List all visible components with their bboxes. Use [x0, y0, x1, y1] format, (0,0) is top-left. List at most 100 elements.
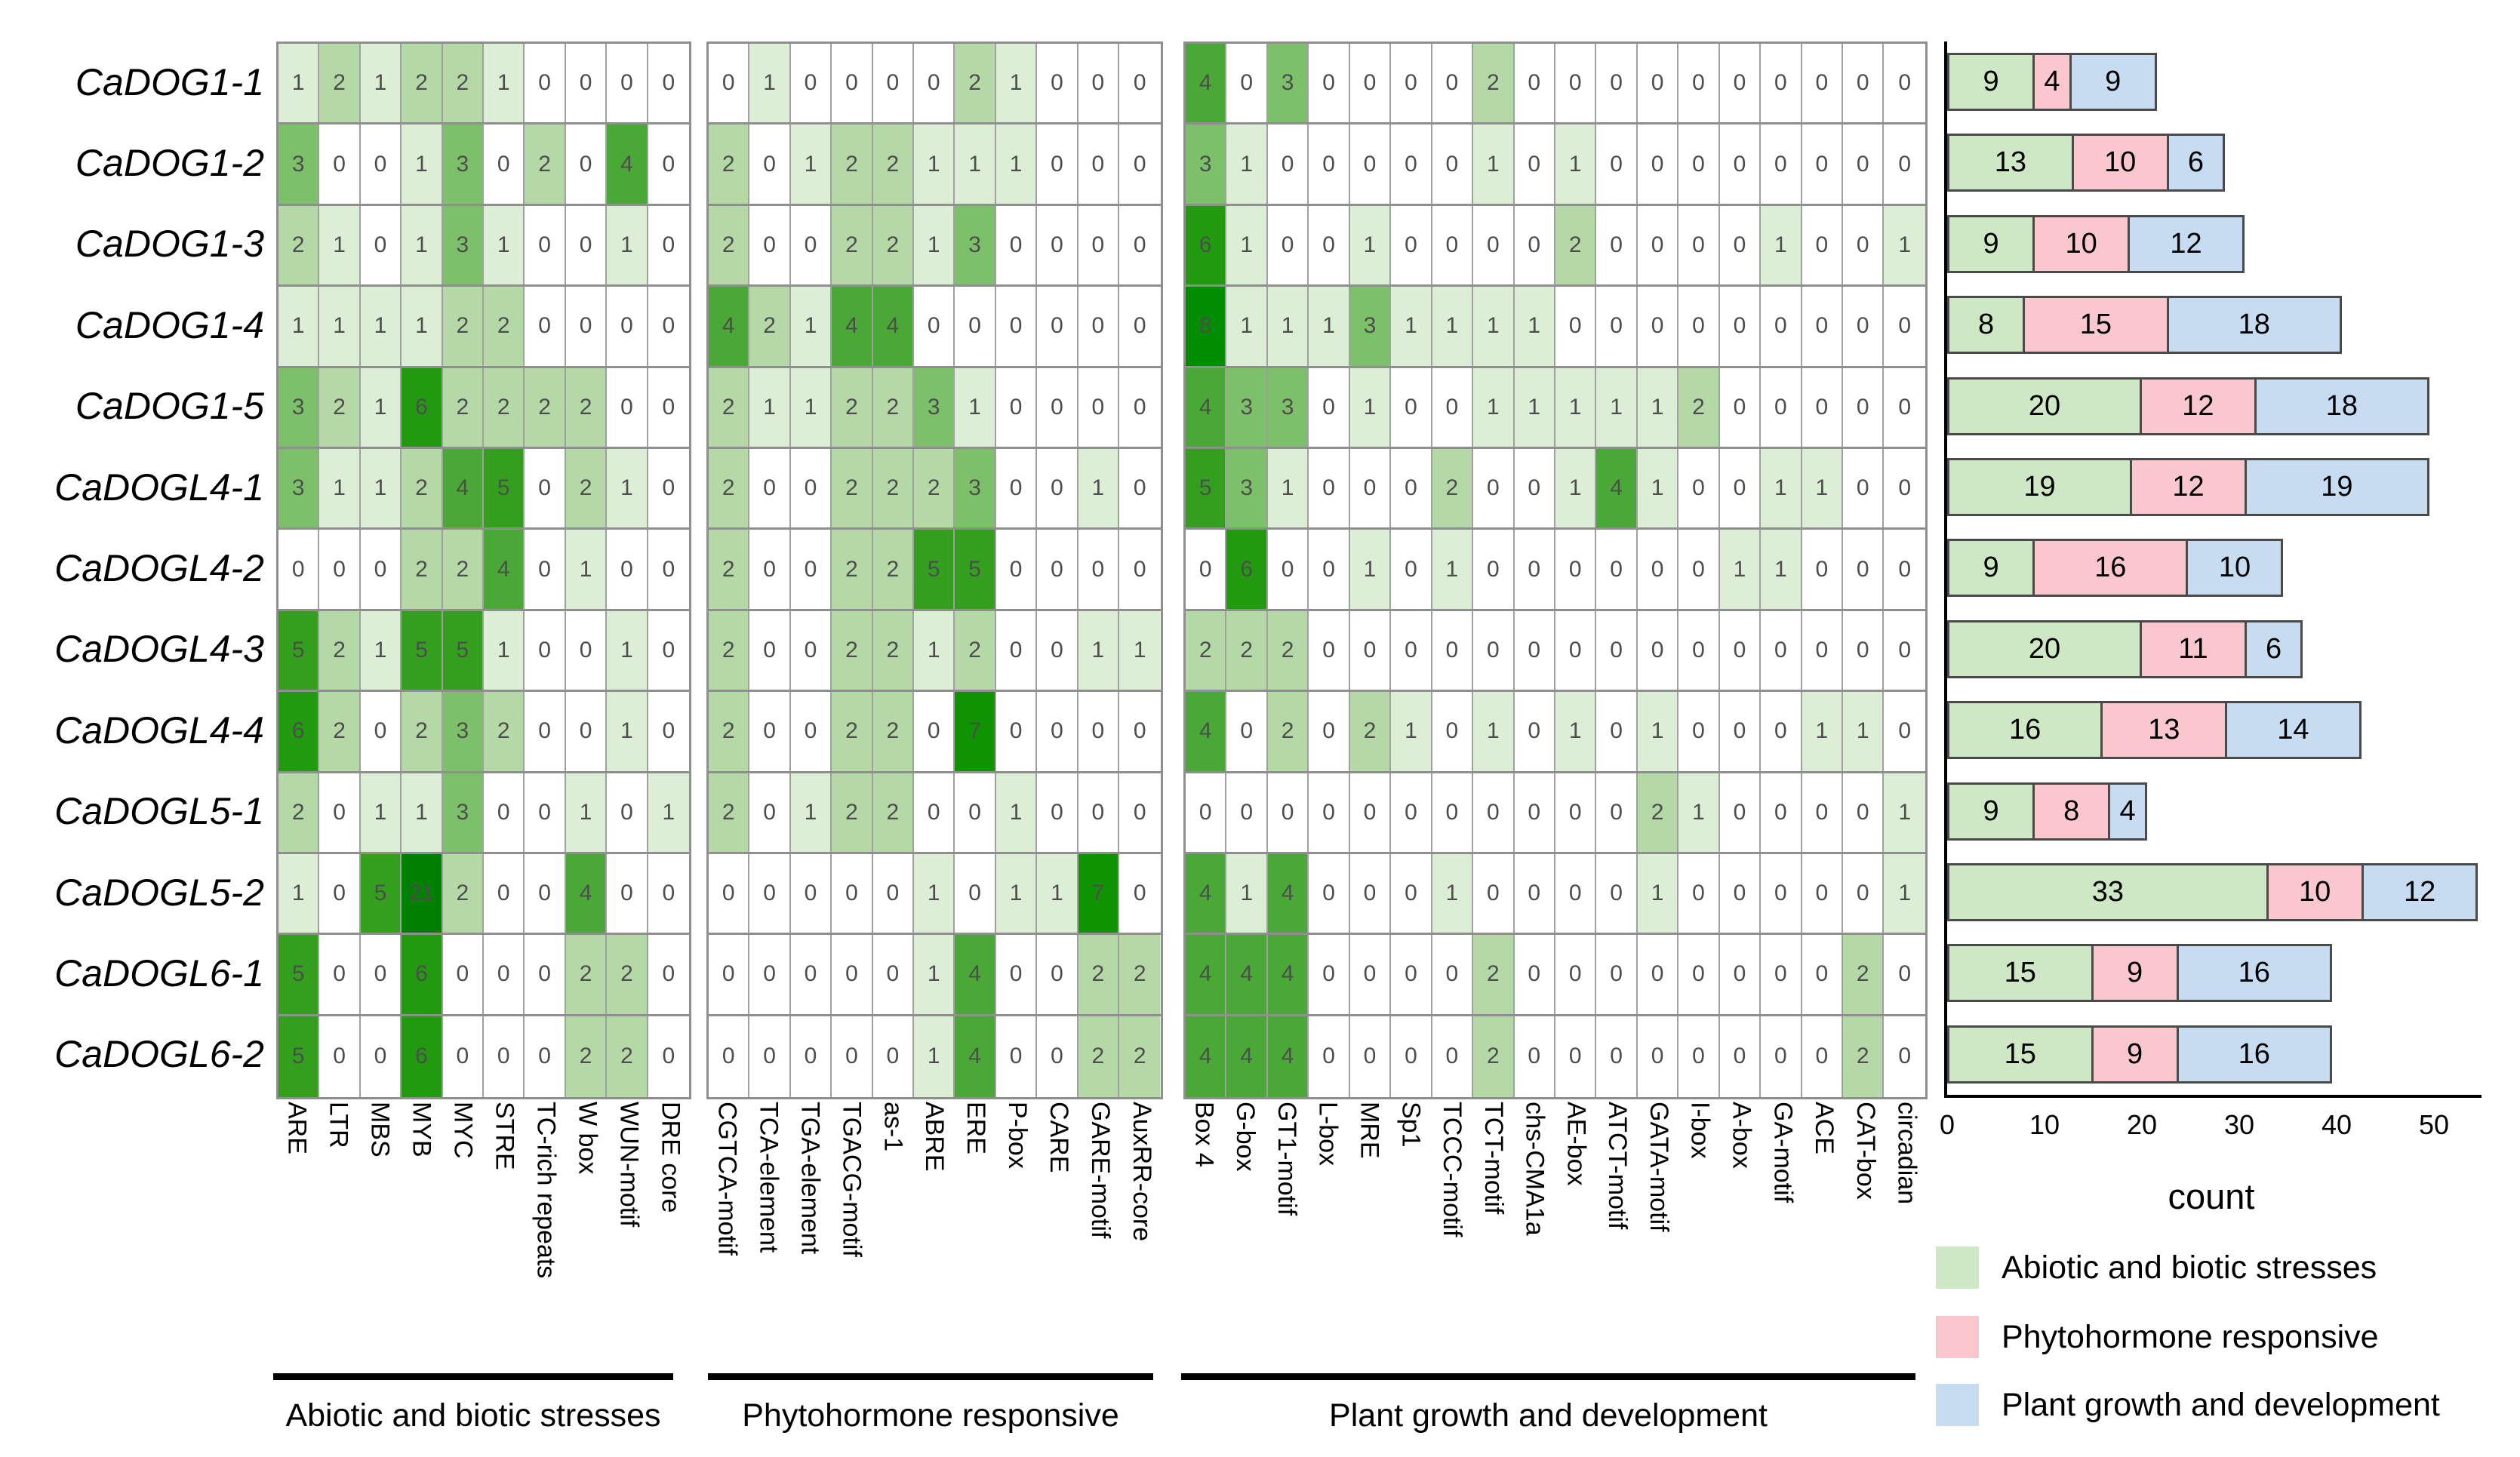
heatmap-cell: 0	[648, 530, 690, 609]
heatmap-cell: 0	[484, 773, 525, 852]
heatmap-cell: 2	[832, 692, 873, 771]
x-axis-title: count	[2168, 1176, 2255, 1216]
bar-segment: 33	[1947, 863, 2269, 921]
x-axis-tick-label: 30	[2223, 1109, 2255, 1140]
bar-row: 9 16 10	[1947, 539, 2284, 598]
heatmap-cell: 2	[955, 610, 996, 690]
heatmap-cell: 0	[1802, 853, 1843, 933]
heatmap-cell: 1	[1078, 610, 1120, 690]
heatmap-cell: 0	[1349, 773, 1392, 852]
heatmap-cell: 0	[1119, 773, 1161, 852]
legend-label: Plant growth and development	[2002, 1386, 2440, 1423]
heatmap-cell: 0	[319, 935, 361, 1014]
heatmap-cell: 6	[402, 367, 443, 447]
group-label: Abiotic and biotic stresses	[285, 1397, 661, 1434]
heatmap-cell: 0	[525, 935, 566, 1014]
heatmap-cell: 0	[1391, 1016, 1432, 1098]
heatmap-cell: 0	[1432, 367, 1474, 447]
heatmap-cell: 0	[1843, 610, 1885, 690]
heatmap-cell: 1	[1037, 853, 1078, 933]
heatmap-cell: 0	[1514, 124, 1555, 204]
heatmap-cell: 2	[1119, 935, 1161, 1014]
heatmap-cell: 0	[1678, 287, 1720, 366]
heatmap-cell: 0	[648, 853, 690, 933]
heatmap-cell: 0	[1226, 44, 1268, 123]
heatmap-cell: 0	[1637, 124, 1679, 204]
heatmap-cell: 0	[1309, 692, 1350, 771]
heatmap-cell: 1	[1226, 124, 1268, 204]
heatmap-cell: 0	[1637, 530, 1679, 609]
heatmap-cell: 0	[1884, 935, 1925, 1014]
heatmap-cell: 4	[1596, 448, 1638, 528]
column-label: G-box	[1231, 1102, 1260, 1172]
heatmap-cell: 0	[319, 530, 361, 609]
heatmap-cell: 0	[914, 44, 955, 123]
heatmap-cell: 5	[278, 1016, 320, 1098]
heatmap-cell: 0	[319, 124, 361, 204]
heatmap-cell: 0	[790, 205, 832, 285]
heatmap-cell: 0	[995, 530, 1038, 609]
heatmap-cell: 0	[1802, 205, 1843, 285]
heatmap-cell: 0	[1719, 610, 1762, 690]
heatmap-cell: 0	[832, 44, 873, 123]
column-label: chs-CMA1a	[1520, 1102, 1549, 1236]
heatmap-cell: 0	[1802, 1016, 1843, 1098]
bar-segment: 20	[1947, 619, 2142, 678]
heatmap-cell: 0	[1884, 124, 1925, 204]
heatmap-cell: 0	[1309, 124, 1350, 204]
heatmap-cell: 1	[749, 367, 791, 447]
bar-row: 20 12 18	[1947, 377, 2429, 435]
column-label: I-box	[1685, 1102, 1715, 1159]
heatmap-cell: 1	[749, 44, 791, 123]
heatmap-cell: 1	[565, 530, 608, 609]
heatmap-cell: 3	[278, 448, 320, 528]
heatmap-cell: 2	[565, 935, 608, 1014]
heatmap-cell: 1	[790, 367, 832, 447]
bar-row: 8 15 18	[1947, 296, 2342, 355]
heatmap-cell: 2	[832, 205, 873, 285]
heatmap-cell: 0	[1555, 287, 1597, 366]
heatmap-cell: 2	[565, 367, 608, 447]
heatmap-cell: 2	[1226, 610, 1268, 690]
heatmap-cell: 0	[1761, 287, 1802, 366]
heatmap-cell: 4	[1226, 1016, 1268, 1098]
heatmap-cell: 0	[1637, 205, 1679, 285]
heatmap-cell: 0	[648, 448, 690, 528]
heatmap-cell: 0	[565, 44, 608, 123]
bar-segment: 8	[2032, 782, 2111, 841]
heatmap-cell: 1	[360, 773, 402, 852]
heatmap-cell: 0	[1761, 124, 1802, 204]
heatmap-cell: 2	[1349, 692, 1392, 771]
heatmap-cell: 0	[648, 610, 690, 690]
heatmap-cell: 0	[607, 287, 648, 366]
heatmap-cell: 1	[914, 124, 955, 204]
bar-segment: 9	[1947, 539, 2035, 598]
heatmap-cell: 0	[1719, 935, 1762, 1014]
heatmap-cell: 4	[1226, 935, 1268, 1014]
heatmap-cell: 4	[1186, 367, 1227, 447]
heatmap-cell: 1	[1884, 853, 1925, 933]
heatmap-cell: 1	[1349, 367, 1392, 447]
heatmap-cell: 3	[278, 367, 320, 447]
heatmap-cell: 2	[709, 692, 750, 771]
heatmap-cell: 1	[607, 610, 648, 690]
heatmap-cell: 1	[1761, 530, 1802, 609]
heatmap-cell: 5	[1186, 448, 1227, 528]
heatmap-cell: 1	[914, 610, 955, 690]
heatmap-cell: 0	[525, 692, 566, 771]
heatmap-cell: 0	[1309, 205, 1350, 285]
heatmap-cell: 0	[914, 287, 955, 366]
bar-segment: 10	[2186, 539, 2284, 598]
heatmap-cell: 1	[1514, 367, 1555, 447]
heatmap-cell: 1	[1119, 610, 1161, 690]
heatmap-cell: 0	[1349, 853, 1392, 933]
heatmap-cell: 3	[442, 124, 485, 204]
